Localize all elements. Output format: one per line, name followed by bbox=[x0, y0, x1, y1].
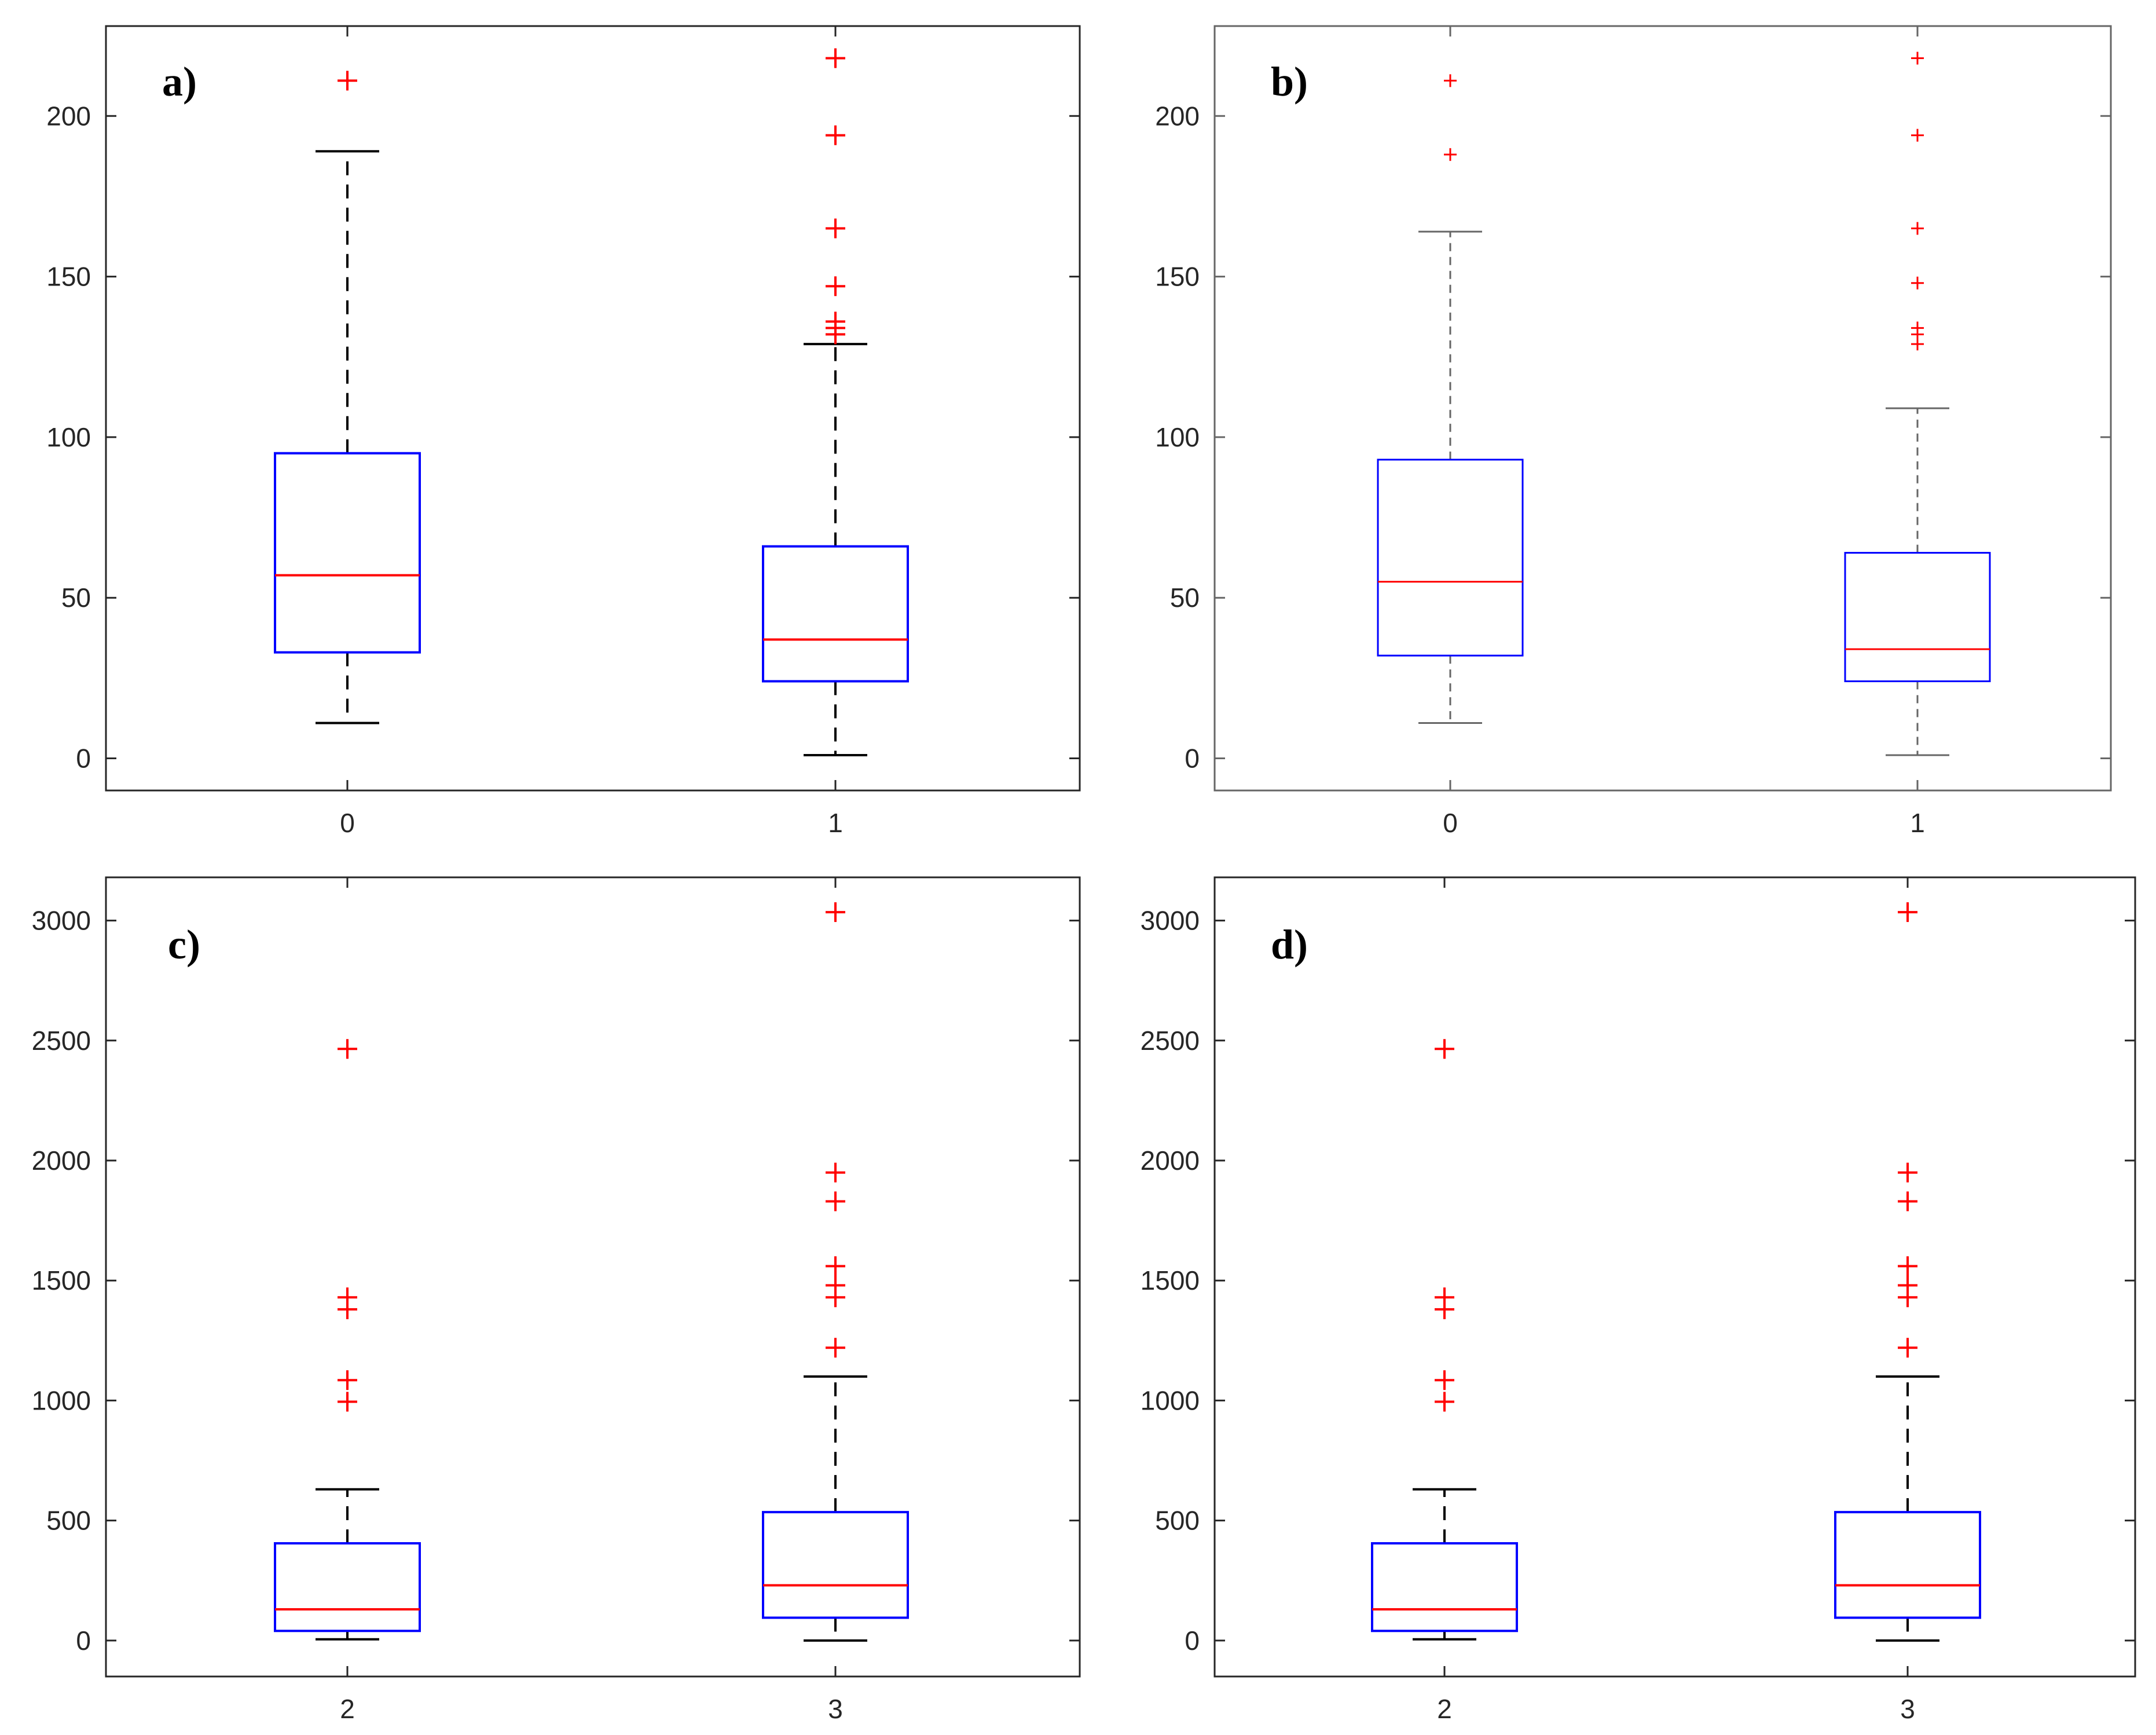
outlier-marker bbox=[1435, 1392, 1454, 1412]
y-tick-label: 500 bbox=[1155, 1506, 1200, 1536]
y-tick-label: 2500 bbox=[32, 1026, 91, 1056]
y-tick-label: 50 bbox=[61, 583, 91, 613]
x-tick-label: 2 bbox=[340, 1694, 355, 1724]
outlier-marker bbox=[826, 902, 845, 923]
box-2 bbox=[274, 1039, 421, 1641]
y-tick-label: 2000 bbox=[32, 1145, 91, 1176]
x-tick-label: 0 bbox=[340, 808, 355, 838]
outlier-marker bbox=[1911, 129, 1924, 142]
axes-frame bbox=[105, 876, 1081, 1678]
panel-4: 0 500 1000 1500 2000 2500 3000 2 3 d) bbox=[1141, 876, 2136, 1724]
iqr-box bbox=[1377, 459, 1524, 657]
box-0 bbox=[1377, 74, 1524, 724]
outlier-marker bbox=[1898, 902, 1917, 923]
y-tick-label: 0 bbox=[1185, 744, 1200, 774]
iqr-box bbox=[1834, 1511, 1981, 1619]
outlier-marker bbox=[1435, 1287, 1454, 1308]
iqr-box bbox=[274, 452, 421, 654]
axes-frame bbox=[1213, 876, 2136, 1678]
outlier-marker bbox=[826, 312, 845, 332]
outlier-marker bbox=[1898, 1338, 1917, 1358]
y-tick-label: 0 bbox=[76, 1626, 91, 1656]
x-tick-label: 2 bbox=[1437, 1694, 1452, 1724]
y-tick-label: 500 bbox=[46, 1506, 91, 1536]
x-tick-label: 1 bbox=[828, 808, 843, 838]
y-tick-label: 150 bbox=[46, 262, 91, 292]
axes-frame bbox=[1213, 25, 2112, 792]
y-tick-label: 200 bbox=[46, 101, 91, 131]
box-3 bbox=[762, 902, 909, 1642]
outlier-marker bbox=[1911, 222, 1924, 235]
y-tick-label: 1000 bbox=[32, 1385, 91, 1415]
y-tick-label: 100 bbox=[1155, 422, 1200, 452]
box-0 bbox=[274, 71, 421, 724]
outlier-marker bbox=[338, 1287, 357, 1308]
box-1 bbox=[762, 48, 909, 756]
outlier-marker bbox=[826, 1256, 845, 1276]
y-tick-label: 0 bbox=[76, 744, 91, 774]
outlier-marker bbox=[826, 276, 845, 297]
outlier-marker bbox=[1444, 148, 1457, 161]
outlier-marker bbox=[826, 125, 845, 145]
y-tick-label: 150 bbox=[1155, 262, 1200, 292]
panel-label: b) bbox=[1271, 58, 1308, 105]
x-tick-label: 0 bbox=[1443, 808, 1458, 838]
outlier-marker bbox=[826, 1275, 845, 1295]
iqr-box bbox=[762, 545, 909, 683]
y-tick-label: 2500 bbox=[1141, 1026, 1200, 1056]
outlier-marker bbox=[338, 71, 357, 91]
outlier-marker bbox=[1444, 74, 1457, 87]
panel-2: 0 50 100 150 200 0 1 b) bbox=[1155, 25, 2112, 838]
y-tick-label: 100 bbox=[46, 422, 91, 452]
iqr-box bbox=[1844, 552, 1991, 682]
y-tick-label: 2000 bbox=[1141, 1145, 1200, 1176]
outlier-marker bbox=[1898, 1275, 1917, 1295]
iqr-box bbox=[762, 1511, 909, 1619]
axes-frame bbox=[105, 25, 1081, 792]
outlier-marker bbox=[1911, 321, 1924, 335]
outlier-marker bbox=[826, 218, 845, 239]
y-tick-label: 1000 bbox=[1141, 1385, 1200, 1415]
y-tick-label: 1500 bbox=[32, 1265, 91, 1295]
panel-label: d) bbox=[1271, 921, 1308, 968]
x-tick-label: 1 bbox=[1910, 808, 1925, 838]
box-2 bbox=[1371, 1039, 1518, 1641]
outlier-marker bbox=[826, 1162, 845, 1183]
box-1 bbox=[1844, 52, 1991, 756]
panel-label: a) bbox=[162, 58, 197, 105]
outlier-marker bbox=[1435, 1370, 1454, 1390]
outlier-marker bbox=[826, 48, 845, 68]
x-tick-label: 3 bbox=[1900, 1694, 1915, 1724]
y-tick-label: 3000 bbox=[32, 906, 91, 936]
y-tick-label: 50 bbox=[1170, 583, 1200, 613]
box-3 bbox=[1834, 902, 1981, 1642]
outlier-marker bbox=[338, 1370, 357, 1390]
iqr-box bbox=[1371, 1542, 1518, 1632]
panel-3: 0 500 1000 1500 2000 2500 3000 2 3 c) bbox=[32, 876, 1081, 1724]
panel-1: 0 50 100 150 200 0 1 a) bbox=[46, 25, 1081, 838]
outlier-marker bbox=[1898, 1191, 1917, 1211]
outlier-marker bbox=[338, 1039, 357, 1059]
y-tick-label: 1500 bbox=[1141, 1265, 1200, 1295]
y-tick-label: 200 bbox=[1155, 101, 1200, 131]
y-tick-label: 3000 bbox=[1141, 906, 1200, 936]
iqr-box bbox=[274, 1542, 421, 1632]
outlier-marker bbox=[338, 1392, 357, 1412]
outlier-marker bbox=[1435, 1039, 1454, 1059]
y-tick-label: 0 bbox=[1185, 1626, 1200, 1656]
outlier-marker bbox=[826, 1191, 845, 1211]
outlier-marker bbox=[1898, 1162, 1917, 1183]
x-tick-label: 3 bbox=[828, 1694, 843, 1724]
outlier-marker bbox=[826, 1338, 845, 1358]
outlier-marker bbox=[1911, 276, 1924, 290]
panel-label: c) bbox=[168, 921, 200, 968]
outlier-marker bbox=[1898, 1256, 1917, 1276]
outlier-marker bbox=[1911, 52, 1924, 65]
